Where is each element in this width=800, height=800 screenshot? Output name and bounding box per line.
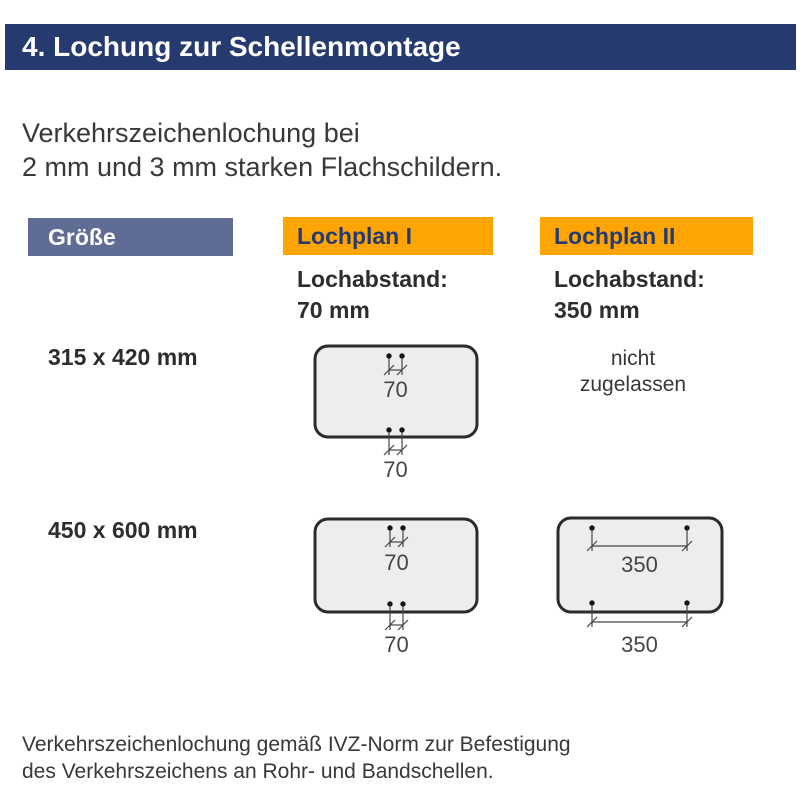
intro-text: Verkehrszeichenlochung bei 2 mm und 3 mm… <box>22 116 502 184</box>
row2-size-label: 450 x 600 mm <box>48 517 198 543</box>
lochplan2-subheader-line1: Lochabstand: <box>554 266 705 292</box>
lochplan1-subheader-line2: 70 mm <box>297 297 370 323</box>
lochplan1-subheader: Lochabstand: 70 mm <box>297 264 448 326</box>
lochplan1-subheader-line1: Lochabstand: <box>297 266 448 292</box>
section-title: 4. Lochung zur Schellenmontage <box>22 31 461 62</box>
sign-panel <box>313 517 479 614</box>
dimension-annotation-bottom: 350 <box>586 605 693 657</box>
row1-lochplan2-note: nicht zugelassen <box>543 346 723 398</box>
section-header-bar: 4. Lochung zur Schellenmontage <box>5 24 796 70</box>
intro-line-1: Verkehrszeichenlochung bei <box>22 118 360 148</box>
diagram-315x420-lochplan1: 70 70 <box>313 344 479 482</box>
mounting-hole <box>684 600 690 606</box>
dimension-value: 350 <box>621 552 658 577</box>
mounting-hole <box>386 427 392 433</box>
footer-line-2: des Verkehrszeichens an Rohr- und Bandsc… <box>22 760 494 783</box>
dimension-annotation-bottom: 70 <box>384 606 409 657</box>
footer-note: Verkehrszeichenlochung gemäß IVZ-Norm zu… <box>22 731 571 785</box>
mounting-hole <box>589 525 595 531</box>
dimension-value: 70 <box>383 377 407 402</box>
mounting-hole <box>387 525 393 531</box>
mounting-hole <box>684 525 690 531</box>
dimension-annotation-bottom: 70 <box>383 432 408 482</box>
diagram-450x600-lochplan2: 350 350 <box>556 516 724 657</box>
lochplan2-subheader-line2: 350 mm <box>554 297 640 323</box>
mounting-hole <box>387 601 393 607</box>
intro-line-2: 2 mm und 3 mm starken Flachschildern. <box>22 152 503 182</box>
note-line-1: nicht <box>610 347 656 370</box>
lochplan2-subheader: Lochabstand: 350 mm <box>554 264 705 326</box>
column-header-size-label: Größe <box>48 224 116 250</box>
dimension-value: 350 <box>621 632 658 657</box>
mounting-hole <box>399 427 405 433</box>
column-header-lochplan2-label: Lochplan II <box>554 223 676 249</box>
dimension-annotation-top: 70 <box>383 358 408 402</box>
column-header-lochplan1: Lochplan I <box>283 217 493 255</box>
column-header-lochplan1-label: Lochplan I <box>297 223 412 249</box>
dimension-value: 70 <box>383 457 407 482</box>
mounting-hole <box>386 353 392 359</box>
column-header-lochplan2: Lochplan II <box>540 217 753 255</box>
note-line-2: zugelassen <box>579 373 687 396</box>
dimension-value: 70 <box>384 632 408 657</box>
mounting-hole <box>589 600 595 606</box>
sign-panel <box>556 516 724 614</box>
diagram-450x600-lochplan1: 70 70 <box>313 517 479 657</box>
dimension-annotation-top: 350 <box>586 530 693 577</box>
dimension-value: 70 <box>384 550 408 575</box>
mounting-hole <box>400 601 406 607</box>
sign-panel <box>313 344 479 439</box>
dimension-annotation-top: 70 <box>384 530 409 575</box>
mounting-hole <box>400 525 406 531</box>
row1-size-label: 315 x 420 mm <box>48 344 198 370</box>
column-header-size: Größe <box>28 218 233 256</box>
mounting-hole <box>399 353 405 359</box>
footer-line-1: Verkehrszeichenlochung gemäß IVZ-Norm zu… <box>22 733 571 756</box>
